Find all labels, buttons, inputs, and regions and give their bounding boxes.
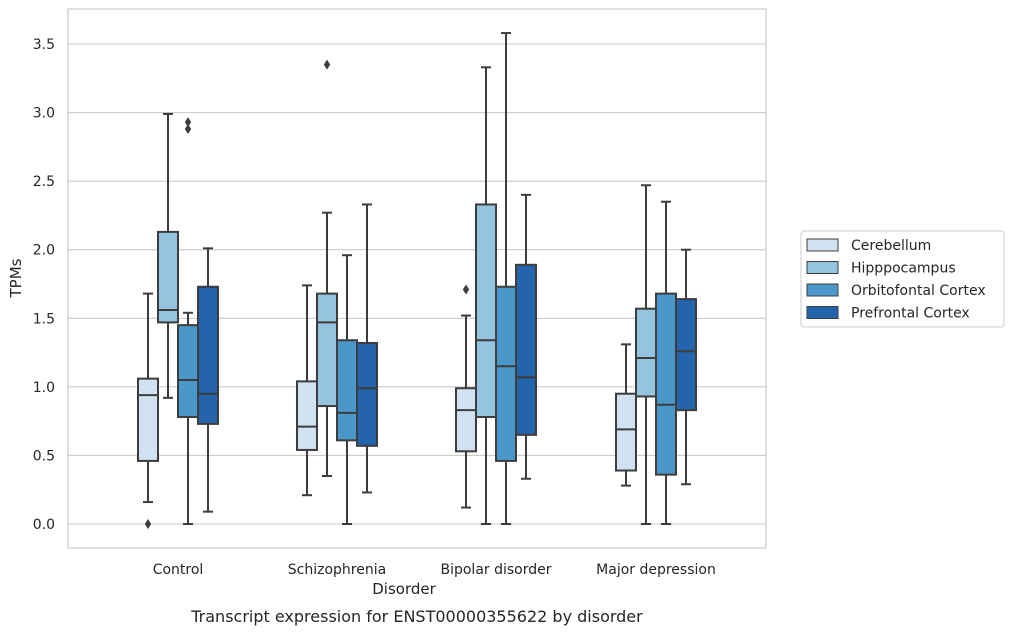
box-0-0 — [137, 292, 159, 529]
plot-area — [67, 8, 767, 549]
iqr-box — [615, 392, 637, 472]
outlier-point — [144, 519, 152, 529]
legend: Cerebellum Hipppocampus Orbitofontal Corte… — [800, 230, 1005, 328]
iqr-box — [137, 377, 159, 462]
box-0-2 — [455, 284, 477, 509]
iqr-box — [336, 339, 358, 442]
y-tick-label: 0.5 — [33, 448, 55, 464]
legend-label: Orbitofontal Cortex — [851, 283, 986, 299]
iqr-box — [475, 203, 497, 419]
iqr-box — [495, 285, 517, 462]
y-tick-label: 1.5 — [33, 311, 55, 327]
chart-caption: Transcript expression for ENST0000035562… — [190, 607, 643, 626]
box-1-0 — [157, 112, 179, 399]
legend-label: Cerebellum — [851, 238, 931, 254]
x-tick-label: Control — [153, 562, 204, 578]
box-3-3 — [675, 248, 697, 486]
legend-item: Prefrontal Cortex — [806, 306, 970, 322]
legend-frame — [800, 230, 1005, 328]
x-tick-label: Major depression — [596, 562, 716, 578]
legend-item: Cerebellum — [806, 238, 931, 254]
iqr-box — [157, 230, 179, 324]
x-tick-label: Bipolar disorder — [440, 562, 551, 578]
outlier-point — [184, 117, 192, 128]
box-3-1 — [356, 203, 378, 494]
iqr-box — [515, 263, 537, 436]
legend-swatch — [806, 261, 839, 274]
legend-label: Hipppocampus — [851, 261, 956, 277]
outlier-point — [323, 59, 331, 70]
legend-item: Hipppocampus — [806, 261, 956, 277]
y-tick-labels: 0.0 0.5 1.0 1.5 2.0 2.5 3.0 3.5 — [33, 37, 55, 533]
legend-swatch — [806, 283, 839, 297]
y-tick-label: 1.0 — [33, 380, 55, 396]
y-tick-label: 3.0 — [33, 106, 55, 122]
iqr-box — [316, 292, 338, 408]
box-2-0 — [177, 117, 199, 525]
legend-swatch — [806, 306, 839, 319]
legend-item: Orbitofontal Cortex — [806, 283, 986, 299]
iqr-box — [675, 298, 697, 412]
iqr-box — [635, 307, 657, 398]
legend-swatch — [806, 238, 839, 252]
y-tick-label: 3.5 — [33, 37, 55, 53]
iqr-box — [655, 292, 677, 476]
x-tick-labels: Control Schizophrenia Bipolar disorder Majo… — [153, 562, 716, 578]
y-tick-label: 2.0 — [33, 243, 55, 259]
outlier-point — [184, 124, 192, 135]
iqr-box — [296, 380, 318, 451]
box-3-2 — [515, 193, 537, 480]
x-tick-label: Schizophrenia — [288, 562, 386, 578]
legend-label: Prefrontal Cortex — [851, 306, 970, 322]
outlier-point — [462, 284, 470, 295]
y-tick-label: 2.5 — [33, 174, 55, 190]
boxes — [137, 32, 697, 529]
box-0-3 — [615, 343, 637, 487]
iqr-box — [455, 387, 477, 453]
box-0-1 — [296, 284, 318, 497]
x-axis-label: Disorder — [372, 580, 436, 598]
y-tick-label: 0.0 — [33, 517, 55, 533]
box-3-0 — [197, 247, 219, 513]
iqr-box — [356, 341, 378, 447]
iqr-box — [177, 324, 199, 419]
y-axis-label: TPMs — [7, 258, 25, 298]
iqr-box — [197, 285, 219, 425]
box-1-3 — [635, 184, 657, 525]
